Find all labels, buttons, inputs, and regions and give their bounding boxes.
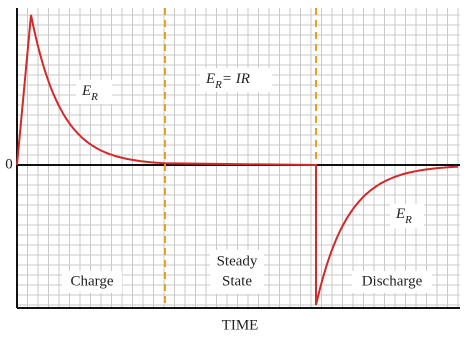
er-label: ER= IR bbox=[205, 71, 250, 90]
label-bg bbox=[76, 80, 112, 104]
subscript: R bbox=[214, 79, 222, 91]
subscript: R bbox=[90, 91, 98, 103]
zero-label: 0 bbox=[5, 156, 13, 172]
label-bg bbox=[390, 204, 424, 228]
symbol: E bbox=[81, 83, 91, 99]
equation: = IR bbox=[222, 71, 250, 87]
x-axis-label: TIME bbox=[222, 317, 259, 333]
phase-label: Charge bbox=[70, 273, 113, 289]
label-bg bbox=[210, 250, 264, 294]
phase-label: Discharge bbox=[362, 273, 423, 289]
symbol: E bbox=[395, 206, 405, 222]
phase-label: Steady bbox=[217, 253, 258, 269]
symbol: E bbox=[205, 71, 215, 87]
label-bg bbox=[62, 271, 122, 293]
subscript: R bbox=[404, 214, 412, 226]
er-curve bbox=[16, 14, 459, 306]
label-bg bbox=[200, 68, 272, 92]
phase-label: State bbox=[222, 273, 252, 289]
er-label: ER bbox=[395, 206, 412, 225]
er-label: ER bbox=[81, 83, 98, 102]
label-bg bbox=[352, 271, 432, 293]
